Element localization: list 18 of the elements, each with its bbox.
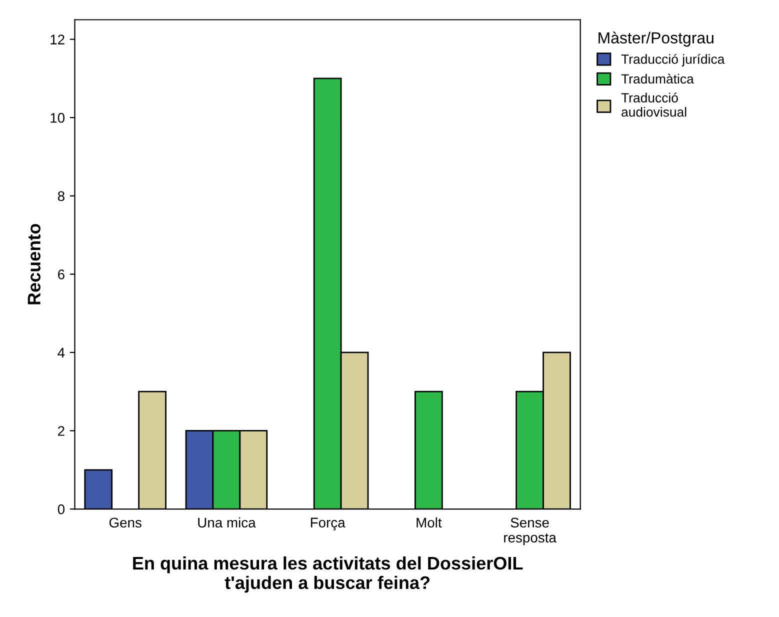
y-tick-label: 0 bbox=[58, 504, 65, 514]
x-tick-label: Sense resposta bbox=[504, 518, 556, 546]
legend-label: Traducció jurídica bbox=[621, 54, 725, 66]
y-tick-label: 8 bbox=[58, 191, 64, 202]
legend-title: Màster/Postgrau bbox=[598, 32, 714, 47]
y-axis-title: Recuento bbox=[28, 224, 40, 304]
x-tick-label: Molt bbox=[416, 517, 442, 528]
y-tick-label: 10 bbox=[50, 112, 65, 123]
x-tick-label: Força bbox=[310, 518, 346, 530]
x-tick-label: Gens bbox=[109, 518, 142, 528]
y-tick-label: 12 bbox=[50, 34, 64, 44]
x-axis-title: En quina mesura les activitats del DossierOIL t'ajuden a buscar feina? bbox=[133, 556, 523, 593]
legend-label: Traducció audiovisual bbox=[621, 92, 686, 117]
y-tick-label: 4 bbox=[58, 348, 65, 358]
x-tick-label: Una mica bbox=[198, 517, 256, 528]
y-tick-label: 2 bbox=[58, 426, 64, 436]
y-tick-label: 6 bbox=[58, 270, 64, 280]
legend-label: Tradumàtica bbox=[621, 74, 694, 84]
